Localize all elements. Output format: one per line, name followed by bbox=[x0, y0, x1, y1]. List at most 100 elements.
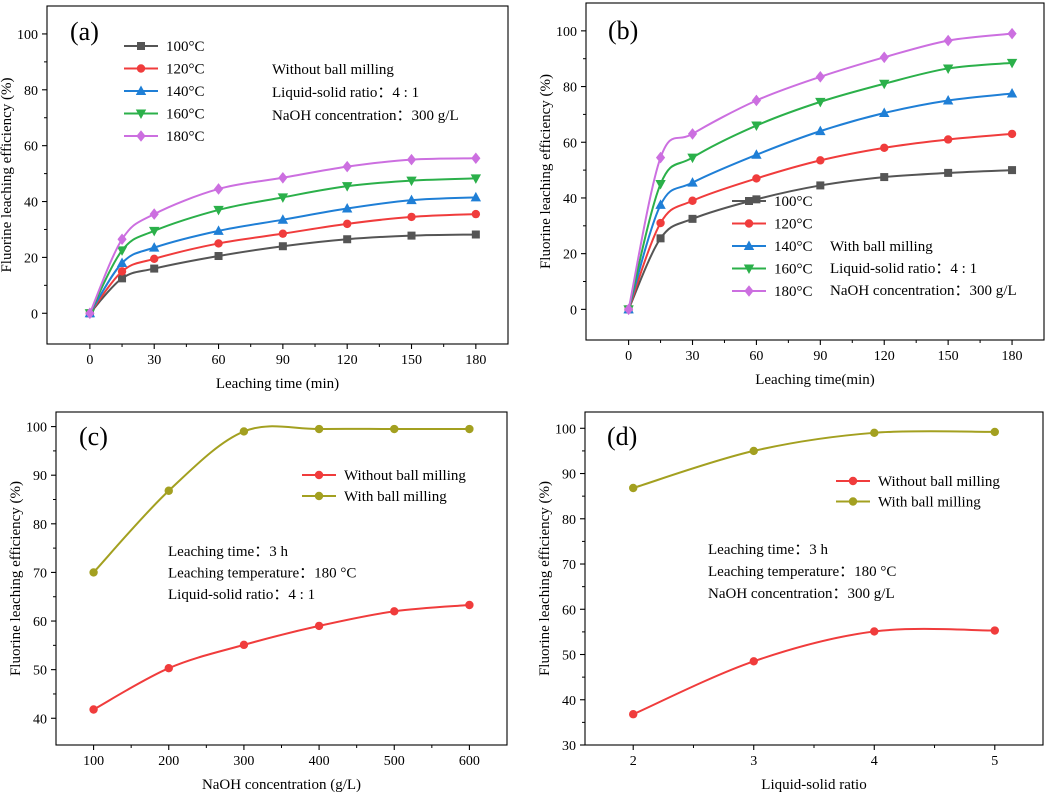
data-point bbox=[687, 177, 698, 187]
legend-label: With ball milling bbox=[878, 495, 981, 511]
data-point bbox=[749, 446, 758, 456]
series-4 bbox=[85, 152, 481, 320]
x-tick-label: 0 bbox=[86, 353, 93, 368]
y-tick-label: 0 bbox=[570, 303, 577, 318]
data-point bbox=[471, 209, 481, 219]
y-tick-label: 80 bbox=[33, 518, 47, 533]
data-point bbox=[214, 239, 223, 248]
data-point bbox=[942, 64, 954, 74]
data-point bbox=[471, 230, 480, 239]
data-point bbox=[89, 568, 98, 577]
data-point bbox=[465, 600, 474, 610]
y-tick-label: 90 bbox=[33, 469, 47, 484]
series-line bbox=[93, 603, 470, 711]
data-point bbox=[752, 195, 761, 204]
x-tick-label: 150 bbox=[938, 349, 959, 364]
annotation-text: Liquid-solid ratio：4 : 1 bbox=[830, 261, 977, 277]
legend-label: 180°C bbox=[774, 284, 813, 300]
series-line bbox=[89, 196, 476, 314]
plot-frame bbox=[585, 2, 1045, 341]
data-point bbox=[470, 174, 482, 184]
data-point bbox=[688, 196, 697, 205]
data-point bbox=[278, 242, 287, 251]
series-1 bbox=[89, 424, 474, 577]
panel-label: (c) bbox=[79, 422, 108, 451]
data-point bbox=[406, 153, 417, 166]
data-point bbox=[879, 51, 889, 64]
x-tick-label: 30 bbox=[686, 349, 700, 364]
legend-label: 140°C bbox=[166, 84, 205, 100]
x-tick-label: 2 bbox=[630, 754, 637, 769]
y-tick-label: 40 bbox=[563, 192, 577, 207]
data-point bbox=[880, 173, 889, 182]
x-axis-title: Liquid-solid ratio bbox=[761, 777, 866, 793]
y-tick-label: 80 bbox=[563, 81, 577, 96]
x-axis-title: NaOH concentration (g/L) bbox=[202, 777, 361, 793]
y-axis-title: Fluorine leaching efficiency (%) bbox=[0, 77, 15, 272]
series-2 bbox=[623, 88, 1018, 314]
data-point bbox=[656, 234, 665, 243]
y-tick-label: 100 bbox=[555, 422, 576, 437]
annotation-text: NaOH concentration：300 g/L bbox=[830, 283, 1017, 299]
y-tick-label: 40 bbox=[24, 196, 38, 211]
data-point bbox=[656, 218, 665, 228]
legend-label: 160°C bbox=[166, 107, 205, 123]
y-tick-label: 100 bbox=[556, 25, 577, 40]
data-point bbox=[751, 149, 762, 159]
data-point bbox=[815, 71, 825, 83]
legend-swatch-marker bbox=[744, 285, 754, 297]
data-point bbox=[655, 151, 666, 164]
legend-swatch-marker bbox=[135, 109, 147, 119]
series-line bbox=[632, 627, 995, 716]
data-point bbox=[1007, 129, 1017, 139]
legend-label: Without ball milling bbox=[344, 468, 466, 484]
data-point bbox=[749, 657, 758, 666]
data-point bbox=[944, 168, 953, 177]
data-point bbox=[149, 226, 160, 237]
data-point bbox=[629, 483, 638, 493]
x-tick-label: 120 bbox=[337, 353, 358, 368]
data-point bbox=[164, 663, 173, 673]
data-point bbox=[407, 231, 416, 240]
legend-label: 100°C bbox=[166, 39, 205, 55]
x-tick-label: 0 bbox=[625, 349, 632, 364]
annotation-text: Leaching time：3 h bbox=[168, 544, 288, 560]
legend-label: 120°C bbox=[774, 217, 813, 233]
y-tick-label: 60 bbox=[563, 136, 577, 151]
data-point bbox=[465, 424, 474, 434]
series-line bbox=[632, 430, 995, 489]
y-tick-label: 40 bbox=[562, 694, 576, 709]
annotation-text: With ball milling bbox=[830, 239, 933, 255]
data-point bbox=[751, 121, 762, 132]
panel-c: 100 200 300 400 500 600 40 50 60 70 80 90 100 NaOH co… bbox=[8, 411, 508, 793]
x-tick-label: 500 bbox=[384, 754, 405, 769]
data-point bbox=[239, 640, 249, 650]
panel-b: 0 30 60 90 120 150 180 0 20 40 60 80 100 Leaching tim… bbox=[538, 2, 1045, 388]
data-point bbox=[816, 181, 825, 190]
x-tick-label: 3 bbox=[750, 754, 757, 769]
legend-label: 140°C bbox=[774, 239, 813, 255]
data-point bbox=[1006, 58, 1018, 69]
data-point bbox=[688, 214, 697, 223]
data-point bbox=[943, 135, 953, 144]
series-1 bbox=[85, 209, 481, 318]
y-tick-label: 60 bbox=[33, 615, 47, 630]
data-point bbox=[880, 143, 889, 153]
data-point bbox=[150, 254, 159, 264]
data-point bbox=[471, 152, 481, 165]
x-tick-label: 400 bbox=[309, 754, 330, 769]
x-axis-title: Leaching time(min) bbox=[755, 372, 875, 388]
legend-swatch-marker bbox=[848, 497, 858, 506]
y-tick-label: 90 bbox=[562, 468, 576, 483]
series-4 bbox=[624, 27, 1017, 316]
data-point bbox=[870, 627, 879, 636]
data-point bbox=[277, 214, 289, 224]
legend-swatch-marker bbox=[743, 264, 755, 274]
data-point bbox=[213, 225, 224, 235]
x-tick-label: 150 bbox=[401, 353, 422, 368]
x-tick-label: 5 bbox=[991, 754, 998, 769]
legend: Without ball milling With ball milling bbox=[302, 468, 466, 505]
y-tick-label: 60 bbox=[562, 603, 576, 618]
data-point bbox=[655, 180, 666, 190]
x-tick-label: 100 bbox=[83, 754, 104, 769]
